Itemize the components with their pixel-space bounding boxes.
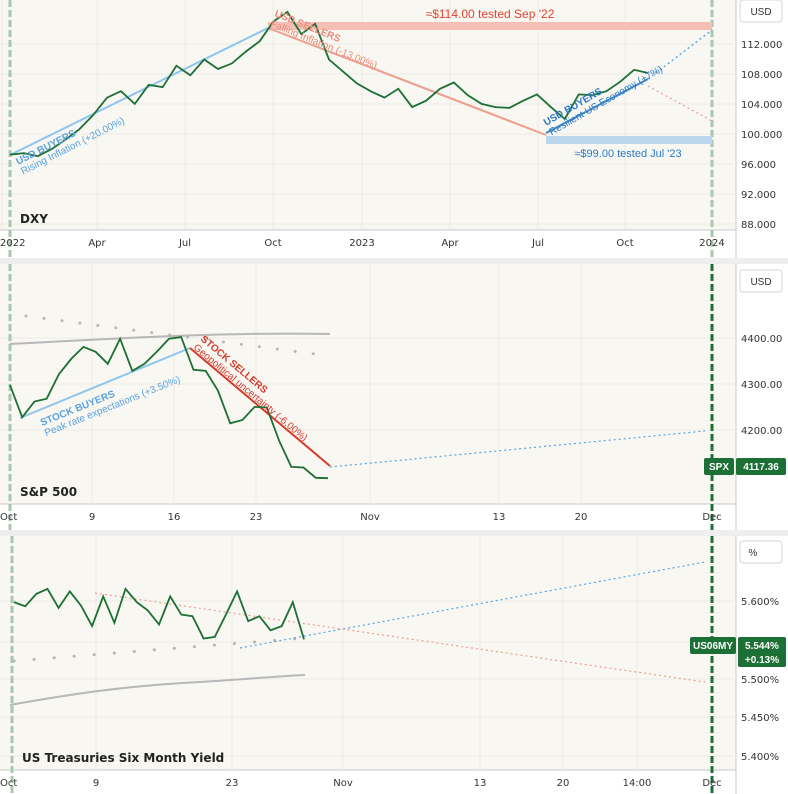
x-tick-dxy-2: Jul <box>178 238 191 249</box>
x-tick-yld-7: Dec <box>702 778 721 789</box>
plot-bg-dxy <box>0 0 736 230</box>
trendline-stock-buyers <box>19 347 191 419</box>
symbol-badge-spx <box>704 458 734 475</box>
x-tick-yld-2: 23 <box>226 778 239 789</box>
x-tick-spx-7: Dec <box>702 512 721 523</box>
x-tick-dxy-4: 2023 <box>349 238 374 249</box>
x-tick-yld-6: 14:00 <box>623 778 652 789</box>
panel-separator-1 <box>0 258 788 264</box>
projection-up-dxy <box>647 29 713 80</box>
x-tick-yld-0: Oct <box>0 778 17 789</box>
y-tick-spx-1: 4300.00 <box>741 380 782 391</box>
last-price-badge-us06my <box>738 637 786 667</box>
panel-dxy: ≈$114.00 tested Sep '22 ≈$99.00 tested J… <box>0 0 788 258</box>
x-tick-dxy-6: Jul <box>531 238 544 249</box>
panel-title-us06my: US Treasuries Six Month Yield <box>22 751 224 765</box>
y-tick-yld-4: 5.400% <box>741 752 779 763</box>
last-price-spx: 4117.36 <box>743 462 779 473</box>
y-tick-yld-0: 5.600% <box>741 597 779 608</box>
unit-badge-us06my[interactable] <box>739 540 783 564</box>
symbol-label-us06my: US06MY <box>693 641 733 652</box>
trendline-usd-buyers-2 <box>545 78 649 134</box>
x-tick-spx-2: 16 <box>168 512 181 523</box>
y-tick-yld-2: 5.500% <box>741 675 779 686</box>
y-tick-dxy-6: 112.000 <box>741 40 782 51</box>
trendline-usd-buyers-1 <box>9 27 269 156</box>
y-tick-dxy-5: 108.000 <box>741 70 782 81</box>
gridlines-us06my <box>0 536 736 770</box>
price-line-spx <box>9 336 329 480</box>
x-tick-spx-4: Nov <box>360 512 380 523</box>
x-ticks-spx: Oct 9 16 23 Nov 13 20 Dec <box>0 512 722 523</box>
x-tick-dxy-5: Apr <box>441 238 459 249</box>
unit-label-dxy: USD <box>750 7 771 18</box>
x-tick-yld-3: Nov <box>333 778 353 789</box>
last-price-badge-spx <box>736 458 786 475</box>
price-line-us06my <box>13 587 305 640</box>
y-tick-spx-2: 4200.00 <box>741 426 782 437</box>
y-ticks-dxy: 88.000 92.000 96.000 100.000 104.000 108.000 1… <box>741 40 782 231</box>
x-tick-spx-1: 9 <box>89 512 95 523</box>
panel-us06my: US Treasuries Six Month Yield % Oct 9 23 No… <box>0 536 788 794</box>
x-tick-dxy-1: Apr <box>88 238 106 249</box>
gridlines-spx <box>0 264 736 504</box>
y-tick-spx-0: 4400.00 <box>741 334 782 345</box>
symbol-badge-us06my <box>690 637 736 654</box>
resistance-zone <box>268 22 712 30</box>
x-tick-spx-0: Oct <box>0 512 17 523</box>
trendline-usd-sellers <box>267 27 547 136</box>
annotation-support: ≈$99.00 tested Jul '23 <box>574 148 681 160</box>
x-tick-spx-6: 20 <box>575 512 588 523</box>
panel-spx: STOCK BUYERS Peak rate expectations (+3.… <box>0 264 788 530</box>
x-tick-spx-5: 13 <box>493 512 506 523</box>
symbol-label-spx: SPX <box>709 462 729 473</box>
unit-badge-dxy[interactable] <box>739 0 783 23</box>
panel-separator-2 <box>0 530 788 536</box>
projection-up-us06my <box>239 561 706 649</box>
x-ticks-dxy: 2022 Apr Jul Oct 2023 Apr Jul Oct 2024 <box>0 238 725 249</box>
unit-badge-spx[interactable] <box>739 269 783 293</box>
support-zone <box>546 136 712 144</box>
x-tick-yld-1: 9 <box>93 778 99 789</box>
projection-down-dxy <box>647 85 713 122</box>
x-tick-dxy-7: Oct <box>616 238 633 249</box>
panel-title-spx: S&P 500 <box>20 485 77 499</box>
y-ticks-spx: 4400.00 4300.00 4200.00 <box>741 334 782 437</box>
price-line-dxy <box>9 10 649 158</box>
y-tick-dxy-4: 104.000 <box>741 100 782 111</box>
y-tick-dxy-2: 96.000 <box>741 160 776 171</box>
axis-bg-dxy <box>736 0 788 230</box>
unit-label-us06my: % <box>749 548 758 559</box>
annotation-resistance: ≈$114.00 tested Sep '22 <box>426 7 555 21</box>
moving-average-spx <box>9 332 331 345</box>
y-tick-dxy-3: 100.000 <box>741 130 782 141</box>
x-tick-dxy-3: Oct <box>264 238 281 249</box>
unit-label-spx: USD <box>750 277 771 288</box>
x-ticks-us06my: Oct 9 23 Nov 13 20 14:00 Dec <box>0 778 722 789</box>
panel-title-dxy: DXY <box>20 212 48 226</box>
x-tick-spx-3: 23 <box>250 512 263 523</box>
last-change-us06my: +0.13% <box>745 655 779 666</box>
plot-bg-us06my <box>0 536 736 770</box>
moving-average-us06my <box>9 674 306 706</box>
last-price-us06my: 5.544% <box>745 641 779 652</box>
x-tick-dxy-8: 2024 <box>699 238 724 249</box>
x-tick-dxy-0: 2022 <box>0 238 25 249</box>
y-tick-yld-3: 5.450% <box>741 713 779 724</box>
x-tick-yld-5: 20 <box>557 778 570 789</box>
y-tick-dxy-1: 92.000 <box>741 190 776 201</box>
x-tick-yld-4: 13 <box>474 778 487 789</box>
y-tick-dxy-0: 88.000 <box>741 220 776 231</box>
